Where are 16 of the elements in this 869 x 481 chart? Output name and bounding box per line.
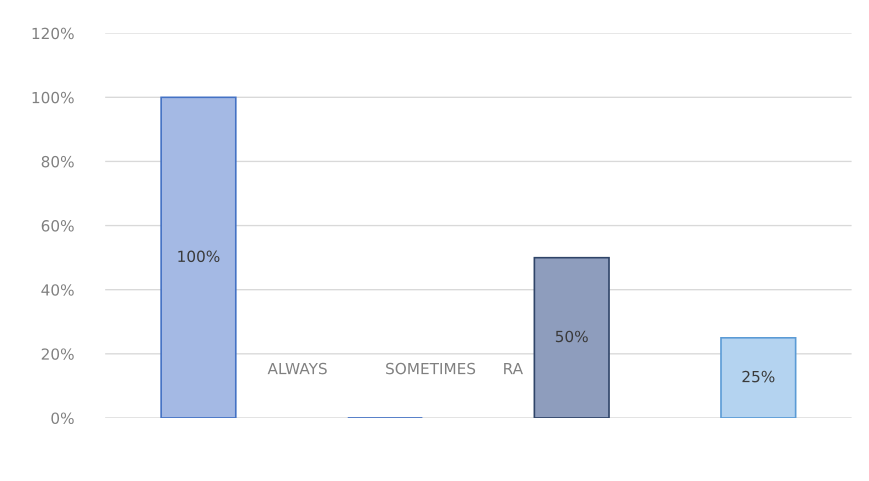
bar <box>720 336 796 418</box>
bar <box>534 256 610 418</box>
bar <box>160 96 237 418</box>
annotation: RA <box>504 362 523 374</box>
data-label: 100% <box>178 250 220 262</box>
y-tick-label: 120% <box>32 28 74 40</box>
y-tick-label: 0% <box>51 412 74 424</box>
annotation: ALWAYS <box>268 362 327 374</box>
y-tick-label: 100% <box>32 92 74 104</box>
y-tick-label: 60% <box>42 220 74 232</box>
annotation: SOMETIMES <box>386 362 476 374</box>
y-tick-label: 80% <box>42 156 74 168</box>
y-tick-label: 40% <box>41 284 74 296</box>
data-label: 50% <box>556 330 588 342</box>
y-tick-label: 20% <box>42 348 74 360</box>
data-label: 25% <box>742 370 774 382</box>
